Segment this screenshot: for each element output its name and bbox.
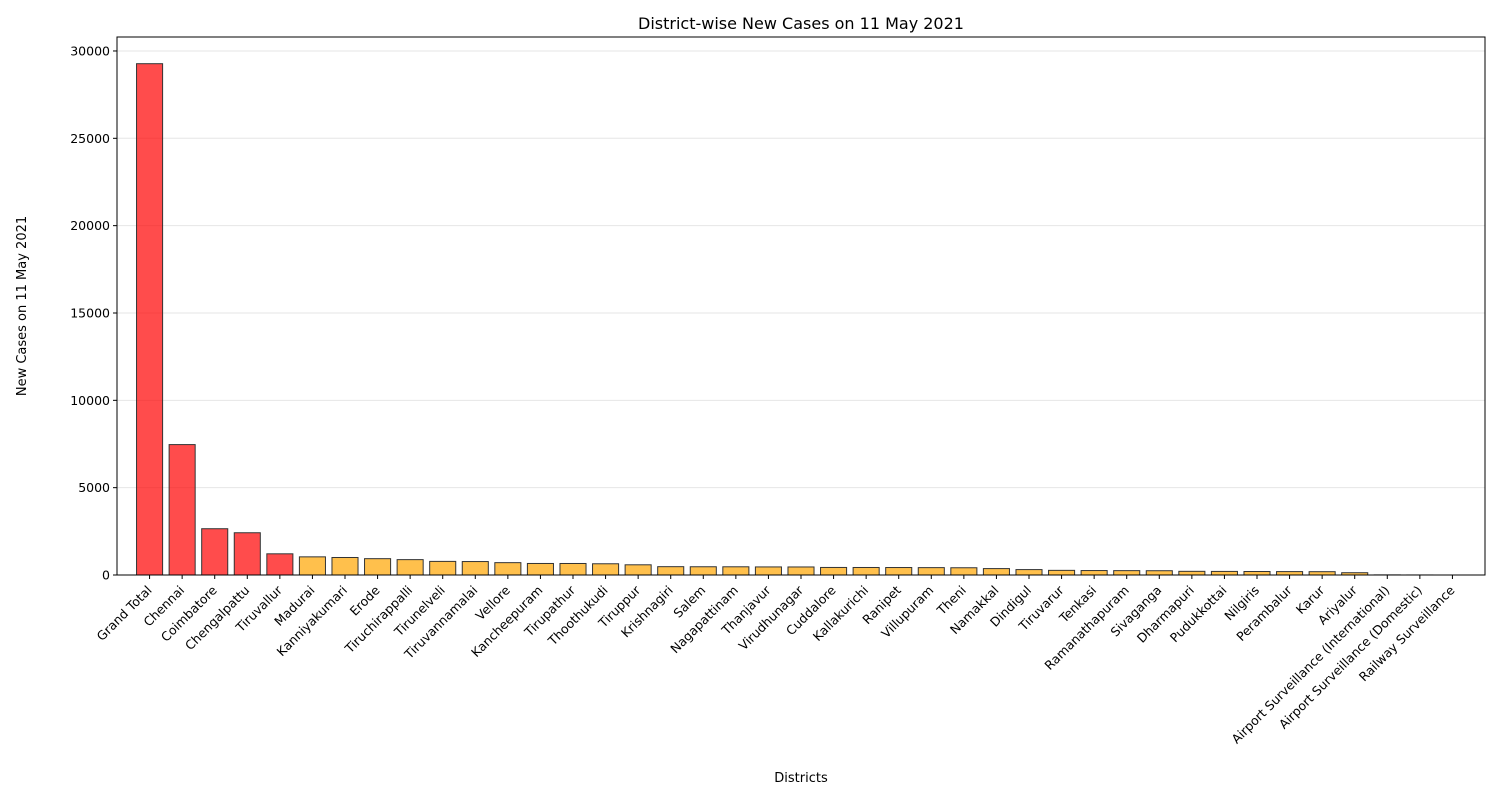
bar bbox=[1210, 570, 1238, 576]
bar bbox=[559, 562, 587, 576]
y-tick-label: 30000 bbox=[70, 43, 110, 58]
bar bbox=[1145, 570, 1173, 576]
bar bbox=[1243, 571, 1271, 576]
bar bbox=[852, 566, 880, 576]
bar bbox=[1048, 569, 1076, 576]
bar bbox=[201, 528, 229, 576]
x-axis-label: Districts bbox=[774, 771, 828, 786]
y-grid bbox=[117, 50, 1485, 489]
bar bbox=[233, 532, 261, 576]
y-tick-label: 15000 bbox=[70, 305, 110, 320]
bar bbox=[1276, 571, 1304, 576]
chart-title: District-wise New Cases on 11 May 2021 bbox=[638, 14, 964, 33]
bar bbox=[364, 558, 392, 576]
bar bbox=[624, 564, 652, 576]
bar bbox=[526, 562, 554, 576]
bar bbox=[754, 566, 782, 576]
y-axis-label: New Cases on 11 May 2021 bbox=[15, 216, 30, 396]
bar bbox=[461, 561, 489, 576]
bar bbox=[494, 562, 522, 576]
bar bbox=[689, 566, 717, 576]
bar bbox=[657, 566, 685, 576]
bar bbox=[1178, 570, 1206, 576]
bar bbox=[820, 566, 848, 576]
x-axis: Grand TotalChennaiCoimbatoreChengalpattu… bbox=[94, 575, 1458, 747]
y-tick-label: 0 bbox=[102, 568, 110, 583]
bar bbox=[950, 567, 978, 576]
bar bbox=[885, 567, 913, 576]
bar bbox=[136, 63, 164, 576]
bar bbox=[331, 556, 359, 576]
bar bbox=[1113, 570, 1141, 576]
bar bbox=[917, 567, 945, 576]
bar bbox=[982, 568, 1010, 576]
plot-frame bbox=[116, 36, 1486, 576]
bar bbox=[396, 559, 424, 576]
y-tick-label: 20000 bbox=[70, 218, 110, 233]
y-tick-label: 25000 bbox=[70, 131, 110, 146]
bar bbox=[592, 563, 620, 576]
bar bbox=[787, 566, 815, 576]
bar bbox=[298, 556, 326, 576]
bar bbox=[429, 560, 457, 576]
bars bbox=[136, 63, 1434, 576]
y-tick-label: 10000 bbox=[70, 393, 110, 408]
bar bbox=[1015, 569, 1043, 576]
bar bbox=[266, 553, 294, 576]
bar bbox=[722, 566, 750, 576]
y-tick-label: 5000 bbox=[78, 480, 110, 495]
bar bbox=[168, 444, 196, 576]
bar bbox=[1080, 570, 1108, 576]
y-axis: 0 5000 10000 15000 20000 25000 30000 bbox=[70, 43, 117, 583]
